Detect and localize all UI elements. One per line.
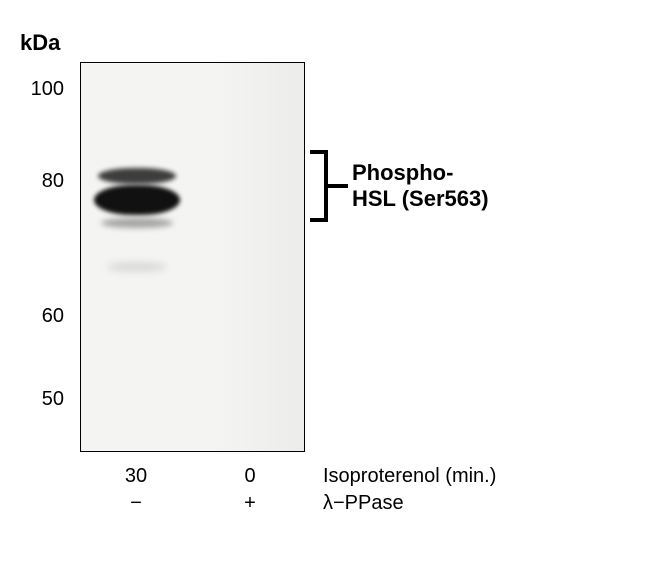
band-lane1-2 bbox=[94, 185, 180, 215]
kda-label-60: 60 bbox=[14, 305, 64, 328]
band-lane1-4 bbox=[107, 263, 167, 271]
band-lane1-1 bbox=[98, 168, 176, 184]
cond-r2-name: λ−PPase bbox=[323, 492, 404, 515]
cond-r1-c1: 30 bbox=[106, 465, 166, 488]
kda-label-50: 50 bbox=[14, 388, 64, 411]
cond-r2-c2: + bbox=[220, 492, 280, 515]
band-annotation: Phospho- HSL (Ser563) bbox=[352, 160, 489, 213]
band-bracket bbox=[310, 150, 348, 222]
western-blot-figure: kDa 100 80 60 50 Phospho- HSL (Ser563) 3… bbox=[0, 0, 650, 580]
bracket-bottom bbox=[310, 218, 328, 222]
blot-frame bbox=[80, 62, 305, 452]
bracket-stem bbox=[324, 184, 348, 188]
kda-label-100: 100 bbox=[14, 78, 64, 101]
cond-r1-name: Isoproterenol (min.) bbox=[323, 465, 496, 488]
blot-background bbox=[81, 63, 304, 451]
band-annotation-line1: Phospho- bbox=[352, 160, 489, 186]
band-annotation-line2: HSL (Ser563) bbox=[352, 186, 489, 212]
cond-r2-c1: − bbox=[106, 492, 166, 515]
kda-header: kDa bbox=[20, 30, 60, 56]
cond-r1-c2: 0 bbox=[220, 465, 280, 488]
band-lane1-3 bbox=[101, 218, 173, 228]
kda-label-80: 80 bbox=[14, 170, 64, 193]
